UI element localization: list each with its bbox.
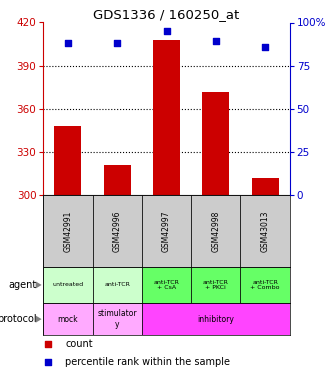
- Bar: [142, 303, 290, 335]
- Text: count: count: [66, 339, 93, 349]
- Text: GSM42998: GSM42998: [211, 210, 220, 252]
- Text: inhibitory: inhibitory: [197, 315, 234, 324]
- Bar: [191, 267, 240, 303]
- Bar: [43, 267, 93, 303]
- Bar: [142, 267, 191, 303]
- Text: GSM42996: GSM42996: [113, 210, 122, 252]
- Point: [262, 44, 268, 50]
- Bar: [93, 267, 142, 303]
- Bar: [142, 195, 191, 267]
- Title: GDS1336 / 160250_at: GDS1336 / 160250_at: [93, 8, 240, 21]
- Bar: [202, 92, 229, 195]
- Bar: [251, 178, 279, 195]
- Text: mock: mock: [58, 315, 78, 324]
- Bar: [240, 267, 290, 303]
- Bar: [43, 303, 93, 335]
- Text: protocol: protocol: [0, 314, 37, 324]
- Text: percentile rank within the sample: percentile rank within the sample: [66, 357, 230, 367]
- Bar: [93, 195, 142, 267]
- Point: [65, 40, 71, 46]
- Bar: [43, 195, 93, 267]
- Point: [46, 341, 51, 347]
- Point: [213, 39, 218, 45]
- Bar: [240, 195, 290, 267]
- Point: [164, 28, 169, 34]
- Bar: [54, 126, 82, 195]
- Text: GSM42997: GSM42997: [162, 210, 171, 252]
- Text: GSM43013: GSM43013: [260, 210, 270, 252]
- Text: agent: agent: [8, 280, 37, 290]
- Text: anti-TCR
+ PKCi: anti-TCR + PKCi: [203, 279, 229, 290]
- Text: anti-TCR
+ Combo: anti-TCR + Combo: [250, 279, 280, 290]
- Point: [115, 40, 120, 46]
- Text: anti-TCR
+ CsA: anti-TCR + CsA: [154, 279, 179, 290]
- Bar: [191, 195, 240, 267]
- Text: anti-TCR: anti-TCR: [104, 282, 130, 288]
- Text: untreated: untreated: [52, 282, 84, 288]
- Point: [46, 359, 51, 365]
- Text: stimulator
y: stimulator y: [98, 309, 137, 329]
- Bar: [104, 165, 131, 195]
- Bar: [153, 40, 180, 195]
- Text: GSM42991: GSM42991: [63, 210, 73, 252]
- Bar: [93, 303, 142, 335]
